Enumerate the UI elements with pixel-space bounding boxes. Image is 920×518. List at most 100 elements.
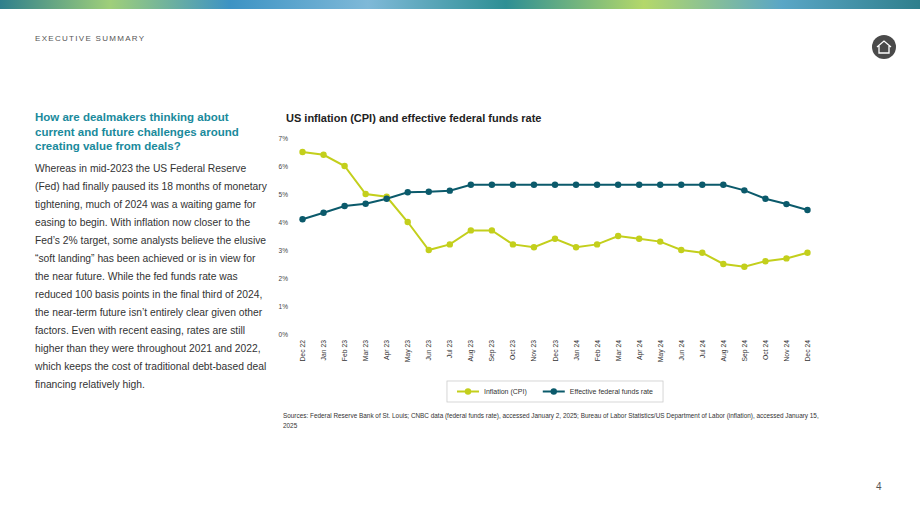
x-tick-label: Dec 23 [552, 340, 559, 362]
page-number: 4 [876, 481, 882, 492]
x-tick-label: May 24 [657, 340, 665, 363]
legend-label: Effective federal funds rate [570, 388, 653, 395]
x-tick-label: Feb 24 [594, 340, 601, 361]
legend-swatch-marker [551, 388, 557, 394]
series-marker [783, 255, 789, 261]
x-tick-label: May 23 [404, 340, 412, 363]
series-marker [362, 191, 368, 197]
y-tick-label: 0% [279, 331, 289, 338]
x-tick-label: Oct 24 [762, 340, 769, 360]
series-marker [594, 241, 600, 247]
series-marker [320, 152, 326, 158]
chart-source: Sources: Federal Reserve Bank of St. Lou… [283, 411, 823, 431]
decor-strip [0, 0, 920, 9]
y-tick-label: 4% [279, 219, 289, 226]
series-marker [447, 241, 453, 247]
legend-label: Inflation (CPI) [484, 388, 527, 396]
x-tick-label: Aug 24 [720, 340, 728, 362]
series-marker [489, 182, 495, 188]
series-marker [510, 241, 516, 247]
series-marker [341, 163, 347, 169]
series-marker [573, 182, 579, 188]
series-line [303, 152, 808, 267]
legend: Inflation (CPI) Effective federal funds r… [447, 381, 663, 402]
question-heading: How are dealmakers thinking about curren… [35, 110, 267, 154]
series-marker [762, 196, 768, 202]
series-marker [299, 149, 305, 155]
series-marker [636, 182, 642, 188]
x-tick-label: Sep 24 [741, 340, 749, 362]
x-tick-label: Jul 24 [699, 340, 706, 358]
series-line [303, 185, 808, 219]
y-tick-label: 2% [279, 275, 289, 282]
series-marker [383, 196, 389, 202]
series-marker [362, 201, 368, 207]
series-marker [678, 247, 684, 253]
y-tick-label: 6% [279, 163, 289, 170]
legend-box [447, 381, 663, 402]
x-tick-label: Feb 23 [341, 340, 348, 361]
chart: US inflation (CPI) and effective federal… [0, 0, 920, 518]
series-marker [615, 233, 621, 239]
series-marker [804, 250, 810, 256]
series-marker [573, 244, 579, 250]
series-marker [699, 182, 705, 188]
series-marker [405, 189, 411, 195]
x-tick-label: Jan 23 [320, 340, 327, 361]
x-tick-label: Jun 23 [425, 340, 432, 361]
home-icon[interactable] [872, 35, 896, 59]
series-marker [405, 219, 411, 225]
x-tick-label: Nov 23 [530, 340, 537, 362]
x-tick-label: Mar 24 [615, 340, 622, 361]
y-tick-label: 1% [279, 303, 289, 310]
series-marker [320, 210, 326, 216]
series-marker [468, 227, 474, 233]
series-marker [804, 207, 810, 213]
x-tick-label: Sep 23 [488, 340, 496, 362]
plot-area [299, 149, 810, 270]
y-tick-label: 3% [279, 247, 289, 254]
home-icon-bg [872, 35, 896, 59]
series-marker [741, 264, 747, 270]
series-marker [552, 236, 558, 242]
series-marker [720, 261, 726, 267]
series-marker [531, 182, 537, 188]
legend-item: Inflation (CPI) [457, 388, 527, 396]
series-marker [426, 247, 432, 253]
series-marker [299, 216, 305, 222]
series-marker [657, 238, 663, 244]
series-marker [447, 187, 453, 193]
series-marker [720, 182, 726, 188]
x-tick-label: Mar 23 [362, 340, 369, 361]
series-marker [699, 250, 705, 256]
series-marker [741, 187, 747, 193]
x-tick-label: Jul 23 [446, 340, 453, 358]
series-marker [531, 244, 537, 250]
chart-title: US inflation (CPI) and effective federal… [286, 112, 542, 124]
y-tick-label: 7% [279, 135, 289, 142]
series-marker [510, 182, 516, 188]
x-tick-label: Dec 24 [804, 340, 811, 362]
series-marker [552, 182, 558, 188]
series-marker [636, 236, 642, 242]
home-icon-glyph [877, 41, 891, 53]
series-marker [341, 203, 347, 209]
x-tick-label: Jan 24 [573, 340, 580, 361]
x-tick-label: Apr 24 [636, 340, 644, 360]
series-marker [594, 182, 600, 188]
x-tick-label: Dec 22 [299, 340, 306, 362]
series-marker [678, 182, 684, 188]
x-tick-label: Apr 23 [383, 340, 391, 360]
section-label: EXECUTIVE SUMMARY [35, 34, 145, 43]
y-tick-label: 5% [279, 191, 289, 198]
series-marker [762, 258, 768, 264]
series-marker [783, 201, 789, 207]
x-tick-label: Jun 24 [678, 340, 685, 361]
body-text: Whereas in mid-2023 the US Federal Reser… [35, 160, 267, 394]
series-marker [615, 182, 621, 188]
x-tick-label: Nov 24 [783, 340, 790, 362]
x-tick-label: Aug 23 [467, 340, 475, 362]
legend-item: Effective federal funds rate [543, 388, 653, 395]
legend-swatch-marker [465, 388, 471, 394]
series-marker [426, 189, 432, 195]
